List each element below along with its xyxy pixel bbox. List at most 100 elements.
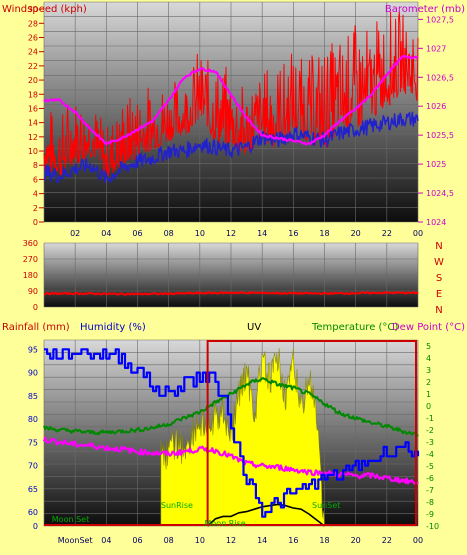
temperature-tick-label: -2 — [426, 426, 434, 435]
humidity-tick-label: 0 — [33, 522, 38, 531]
windspeed-tick-label: 8 — [33, 161, 38, 170]
windspeed-tick-label: 6 — [33, 175, 38, 184]
wind-direction-line — [44, 291, 419, 296]
hour-tick-label: 16 — [288, 229, 298, 238]
moonrise-annotation: Moon Rise — [205, 519, 246, 528]
hour-tick-label: MoonSet — [58, 536, 93, 545]
compass-label: W — [434, 257, 444, 268]
windspeed-tick-label: 2 — [33, 204, 38, 213]
humidity-tick-label: 95 — [28, 345, 38, 354]
temperature-tick-label: 2 — [426, 378, 431, 387]
direction-tick-label: 180 — [23, 271, 38, 280]
hour-tick-label: 18 — [319, 229, 329, 238]
hour-tick-label: 00 — [413, 536, 423, 545]
humidity-line — [44, 348, 420, 518]
temperature-tick-label: -3 — [426, 438, 434, 447]
temperature-tick-label: -8 — [426, 498, 434, 507]
dew-point-line — [42, 436, 419, 486]
hour-tick-label: 22 — [382, 229, 392, 238]
windspeed-tick-label: 24 — [28, 48, 38, 57]
humidity-tick-label: 90 — [28, 369, 38, 378]
hour-tick-label: 08 — [164, 536, 174, 545]
windspeed-tick-label: 14 — [28, 119, 38, 128]
compass-label: N — [435, 305, 442, 316]
temperature-tick-label: -5 — [426, 462, 434, 471]
windspeed-axis-label: Windspeed (kph) — [2, 4, 87, 15]
hour-tick-label: 20 — [351, 229, 361, 238]
humidity-axis-label: Humidity (%) — [80, 322, 146, 333]
compass-label: E — [436, 289, 442, 300]
windspeed-tick-label: 30 — [28, 5, 38, 14]
humidity-tick-label: 70 — [28, 462, 38, 471]
daylight-box — [206, 340, 417, 526]
compass-label: N — [435, 241, 442, 252]
barometer-tick-label: 1025 — [426, 160, 446, 169]
temperature-tick-label: 5 — [426, 342, 431, 351]
barometer-axis-label: Barometer (mb) — [385, 4, 465, 15]
temperature-tick-label: -6 — [426, 474, 434, 483]
hour-tick-label: 14 — [257, 536, 267, 545]
humidity-tick-label: 60 — [28, 508, 38, 517]
windspeed-tick-label: 0 — [33, 218, 38, 227]
hour-tick-label: 22 — [382, 536, 392, 545]
temperature-tick-label: -10 — [426, 522, 439, 531]
hour-tick-label: 06 — [132, 229, 142, 238]
humidity-tick-label: 75 — [28, 438, 38, 447]
barometer-tick-label: 1027 — [426, 44, 446, 53]
hour-tick-label: 10 — [195, 229, 205, 238]
temperature-tick-label: 0 — [426, 402, 431, 411]
hour-tick-label: 12 — [226, 536, 236, 545]
hour-tick-label: 06 — [132, 536, 142, 545]
windspeed-tick-label: 22 — [28, 62, 38, 71]
humidity-tick-label: 80 — [28, 415, 38, 424]
humidity-tick-label: 85 — [28, 392, 38, 401]
direction-tick-label: 270 — [23, 255, 38, 264]
compass-label: S — [436, 273, 442, 284]
windspeed-tick-label: 16 — [28, 104, 38, 113]
sunset-annotation: SunSet — [312, 501, 340, 510]
windspeed-tick-label: 20 — [28, 76, 38, 85]
windspeed-tick-label: 10 — [28, 147, 38, 156]
hour-tick-label: 04 — [101, 536, 111, 545]
moonset-annotation: Moon Set — [52, 515, 89, 524]
hour-tick-label: 16 — [288, 536, 298, 545]
barometer-line — [43, 54, 419, 146]
temperature-tick-label: -7 — [426, 486, 434, 495]
wind-average-line — [43, 111, 419, 184]
hour-tick-label: 08 — [164, 229, 174, 238]
temperature-tick-label: -9 — [426, 510, 434, 519]
rainfall-axis-label: Rainfall (mm) — [2, 322, 70, 333]
temperature-axis-label: Temperature (°C) — [311, 322, 398, 333]
barometer-tick-label: 1024,5 — [426, 189, 454, 198]
barometer-tick-label: 1026 — [426, 102, 446, 111]
hour-tick-label: 00 — [413, 229, 423, 238]
solar-line — [207, 503, 325, 527]
direction-tick-label: 0 — [33, 303, 38, 312]
temperature-tick-label: 3 — [426, 366, 431, 375]
hour-tick-label: 18 — [319, 536, 329, 545]
temperature-line — [43, 377, 419, 437]
uv-area — [160, 347, 325, 527]
direction-tick-label: 360 — [23, 239, 38, 248]
windspeed-tick-label: 18 — [28, 90, 38, 99]
temperature-tick-label: 1 — [426, 390, 431, 399]
dew-point-axis-label: Dew Point (°C) — [392, 322, 465, 333]
windspeed-tick-label: 12 — [28, 133, 38, 142]
barometer-tick-label: 1024 — [426, 218, 446, 227]
sunrise-annotation: SunRise — [161, 501, 193, 510]
barometer-tick-label: 1026,5 — [426, 73, 454, 82]
hour-tick-label: 14 — [257, 229, 267, 238]
windspeed-tick-label: 28 — [28, 19, 38, 28]
barometer-tick-label: 1027,5 — [426, 15, 454, 24]
temperature-tick-label: 4 — [426, 354, 431, 363]
temperature-tick-label: -1 — [426, 414, 434, 423]
humidity-tick-label: 65 — [28, 485, 38, 494]
hour-tick-label: 20 — [351, 536, 361, 545]
hour-tick-label: 04 — [101, 229, 111, 238]
barometer-tick-label: 1025,5 — [426, 131, 454, 140]
hour-tick-label: 12 — [226, 229, 236, 238]
windspeed-tick-label: 26 — [28, 33, 38, 42]
direction-tick-label: 90 — [28, 287, 38, 296]
uv-axis-label: UV — [247, 322, 261, 333]
